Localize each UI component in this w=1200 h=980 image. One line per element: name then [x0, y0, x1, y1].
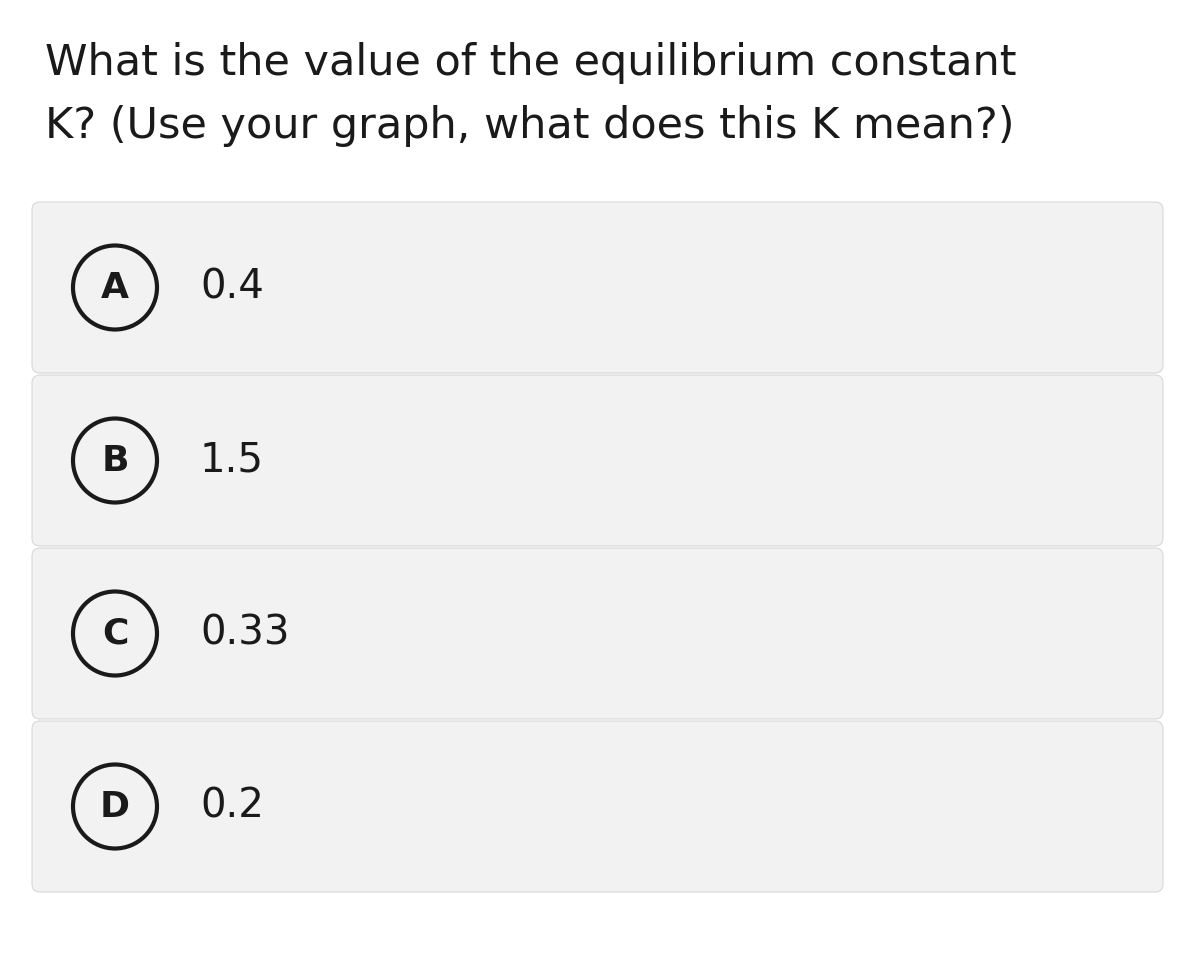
FancyBboxPatch shape — [32, 202, 1163, 373]
Text: 0.4: 0.4 — [200, 268, 264, 308]
Text: D: D — [100, 790, 130, 823]
Text: C: C — [102, 616, 128, 651]
Text: What is the value of the equilibrium constant: What is the value of the equilibrium con… — [46, 42, 1016, 84]
FancyBboxPatch shape — [32, 548, 1163, 719]
Text: K? (Use your graph, what does this K mean?): K? (Use your graph, what does this K mea… — [46, 105, 1014, 147]
FancyBboxPatch shape — [32, 375, 1163, 546]
Text: B: B — [101, 444, 128, 477]
Text: 1.5: 1.5 — [200, 440, 264, 480]
Text: A: A — [101, 270, 130, 305]
Text: 0.2: 0.2 — [200, 787, 264, 826]
Text: 0.33: 0.33 — [200, 613, 289, 654]
FancyBboxPatch shape — [32, 721, 1163, 892]
